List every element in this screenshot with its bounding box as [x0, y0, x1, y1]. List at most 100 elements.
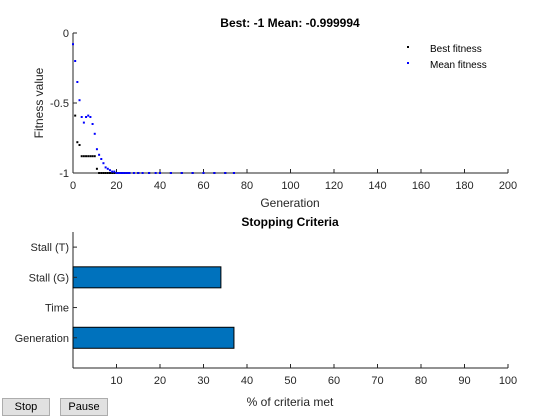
fitness-x-tick-label: 140 — [368, 180, 386, 192]
criteria-x-axis-label: % of criteria met — [247, 395, 334, 409]
fitness-x-ticks: 0 20 40 60 80 100 120 140 160 180 200 — [70, 169, 517, 192]
fitness-x-tick-label: 160 — [412, 180, 430, 192]
mean-fitness-point — [100, 158, 103, 160]
mean-fitness-point — [169, 172, 172, 174]
criteria-x-tick-label: 90 — [458, 375, 470, 387]
mean-fitness-point — [72, 43, 74, 46]
best-fitness-point — [102, 172, 105, 174]
stop-button[interactable]: Stop — [2, 398, 50, 416]
criteria-x-tick-label: 80 — [415, 375, 427, 387]
mean-fitness-point — [154, 172, 157, 174]
criteria-category-label: Time — [45, 303, 69, 315]
mean-fitness-point — [122, 172, 125, 174]
mean-fitness-point — [202, 172, 205, 174]
mean-fitness-point — [76, 81, 79, 83]
fitness-x-tick-label: 80 — [241, 180, 253, 192]
fitness-x-tick-label: 20 — [110, 180, 122, 192]
best-fitness-point — [98, 172, 101, 174]
fitness-x-tick-label: 180 — [455, 180, 473, 192]
fitness-legend: Best fitness Mean fitness — [407, 44, 487, 71]
criteria-x-tick-label: 50 — [284, 375, 296, 387]
mean-fitness-point — [124, 172, 127, 174]
mean-fitness-point — [232, 172, 235, 174]
mean-fitness-point — [128, 172, 131, 174]
best-fitness-point — [76, 141, 79, 144]
mean-fitness-point — [95, 148, 98, 151]
mean-fitness-point — [74, 60, 77, 62]
mean-fitness-point — [91, 123, 94, 125]
mean-fitness-point — [98, 153, 101, 156]
mean-fitness-point — [132, 172, 135, 174]
mean-fitness-series — [72, 43, 235, 174]
legend-label-mean: Mean fitness — [430, 60, 487, 71]
best-fitness-point — [78, 144, 81, 146]
criteria-bar-stall-g — [72, 266, 222, 289]
mean-fitness-point — [119, 172, 122, 174]
mean-fitness-point — [82, 121, 85, 124]
mean-fitness-point — [87, 114, 90, 117]
mean-fitness-point — [93, 132, 96, 135]
fitness-x-tick-label: 200 — [499, 180, 517, 192]
fitness-x-axis-label: Generation — [260, 196, 319, 210]
mean-fitness-point — [224, 172, 227, 174]
best-fitness-point — [100, 172, 103, 174]
legend-marker-best — [407, 46, 409, 48]
best-fitness-point — [113, 172, 116, 174]
criteria-x-ticks: 10 20 30 40 50 60 70 80 90 100 — [110, 364, 517, 387]
fitness-x-tick-label: 0 — [70, 180, 76, 192]
criteria-x-tick-label: 70 — [371, 375, 383, 387]
mean-fitness-point — [85, 116, 88, 118]
mean-fitness-point — [117, 172, 120, 174]
legend-marker-mean — [407, 62, 409, 64]
best-fitness-point — [80, 155, 83, 158]
best-fitness-point — [85, 155, 88, 158]
best-fitness-point — [111, 172, 114, 174]
mean-fitness-point — [137, 172, 140, 174]
fitness-x-tick-label: 40 — [154, 180, 166, 192]
best-fitness-point — [104, 172, 107, 174]
mean-fitness-point — [78, 99, 81, 102]
criteria-category-label: Stall (G) — [29, 272, 69, 284]
fitness-x-tick-label: 60 — [197, 180, 209, 192]
criteria-x-tick-label: 20 — [154, 375, 166, 387]
mean-fitness-point — [113, 170, 116, 173]
best-fitness-point — [87, 155, 90, 158]
criteria-category-label: Generation — [15, 333, 69, 345]
fitness-axes: Best: -1 Mean: -0.999994 0 20 40 60 80 100 120… — [32, 16, 517, 210]
criteria-x-tick-label: 30 — [197, 375, 209, 387]
criteria-plot-title: Stopping Criteria — [241, 215, 339, 229]
mean-fitness-point — [141, 172, 144, 174]
criteria-bars — [72, 266, 235, 349]
fitness-plot-title: Best: -1 Mean: -0.999994 — [220, 16, 360, 30]
mean-fitness-point — [80, 116, 83, 118]
mean-fitness-point — [191, 172, 194, 174]
criteria-bar-generation — [72, 326, 235, 349]
fitness-plot-area — [73, 33, 508, 173]
fitness-x-tick-label: 120 — [325, 180, 343, 192]
best-fitness-point — [82, 155, 85, 158]
criteria-x-tick-label: 10 — [110, 375, 122, 387]
mean-fitness-point — [126, 172, 129, 174]
fitness-y-axis-label: Fitness value — [32, 67, 46, 138]
mean-fitness-point — [180, 172, 183, 174]
fitness-x-tick-label: 100 — [281, 180, 299, 192]
mean-fitness-point — [115, 172, 118, 174]
mean-fitness-point — [111, 170, 114, 173]
criteria-y-ticks: Generation Time Stall (G) Stall (T) — [15, 242, 77, 345]
mean-fitness-point — [159, 172, 161, 174]
criteria-axes: Stopping Criteria Generation Time Stall (G… — [15, 215, 518, 409]
mean-fitness-point — [104, 166, 107, 169]
mean-fitness-point — [102, 162, 105, 165]
best-fitness-point — [95, 167, 98, 170]
best-fitness-point — [108, 172, 111, 174]
fitness-data-points — [72, 43, 235, 174]
best-fitness-point — [74, 114, 77, 117]
pause-button[interactable]: Pause — [60, 398, 108, 416]
fitness-y-tick-label: 0 — [63, 28, 69, 40]
best-fitness-point — [106, 172, 109, 174]
mean-fitness-point — [148, 172, 151, 174]
legend-label-best: Best fitness — [430, 44, 482, 55]
fitness-y-tick-label: -0.5 — [50, 98, 69, 110]
